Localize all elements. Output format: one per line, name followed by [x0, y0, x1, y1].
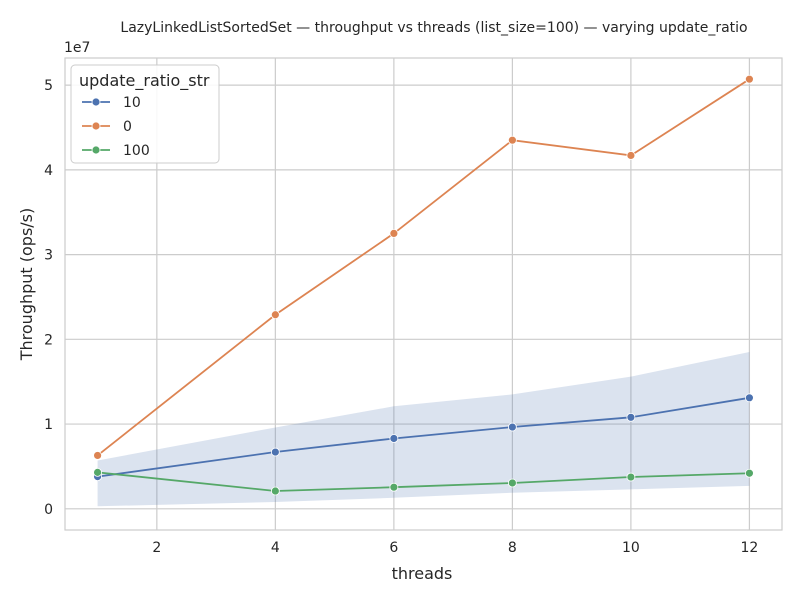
legend-label-100: 100: [123, 143, 150, 159]
line-series-100: [97, 471, 750, 492]
line-series-0: [97, 78, 750, 457]
point-series-100: [626, 472, 636, 482]
y-tick-label: 3: [44, 248, 53, 264]
confidence-band-series-10: [97, 352, 750, 507]
x-axis-label: threads: [392, 564, 453, 583]
legend-marker-100: [91, 145, 101, 155]
point-series-0: [507, 135, 517, 145]
y-axis-label: Throughput (ops/s): [17, 208, 36, 362]
x-tick-label: 4: [271, 540, 280, 556]
legend-title: update_ratio_str: [79, 71, 210, 91]
point-series-100: [93, 467, 102, 477]
point-series-0: [389, 229, 399, 238]
legend-label-10: 10: [123, 95, 141, 111]
point-series-0: [93, 451, 102, 460]
y-tick-label: 0: [44, 502, 53, 518]
point-series-100: [389, 482, 399, 492]
y-tick-label: 4: [44, 163, 53, 179]
point-series-10: [389, 434, 399, 443]
chart-title: LazyLinkedListSortedSet — throughput vs …: [120, 20, 747, 36]
line-series-10: [97, 396, 750, 478]
x-tick-label: 6: [389, 540, 398, 556]
y-tick-label: 2: [44, 332, 53, 348]
point-series-10: [270, 447, 280, 457]
y-tick-labels: 0 1 2 3 4 5: [44, 78, 53, 518]
point-series-10: [507, 422, 517, 432]
point-series-10: [745, 393, 754, 403]
legend-marker-10: [91, 97, 101, 107]
point-series-100: [745, 468, 754, 478]
point-series-0: [626, 151, 636, 160]
confidence-bands: [97, 352, 750, 507]
x-tick-label: 8: [508, 540, 517, 556]
point-series-100: [507, 478, 517, 488]
point-series-10: [626, 412, 636, 422]
point-series-0: [745, 74, 754, 84]
y-offset-label: 1e7: [64, 40, 90, 56]
legend-frame: [70, 64, 220, 164]
point-series-0: [270, 310, 280, 320]
series-points: [93, 74, 754, 496]
x-tick-labels: 2 4 6 8 10 12: [152, 540, 758, 556]
legend-label-0: 0: [123, 119, 132, 135]
x-tick-label: 2: [152, 540, 161, 556]
x-tick-label: 12: [740, 540, 758, 556]
legend-marker-0: [91, 121, 101, 131]
point-series-100: [270, 486, 280, 496]
x-tick-label: 10: [622, 540, 640, 556]
y-tick-label: 1: [44, 417, 53, 433]
y-tick-label: 5: [44, 78, 53, 94]
series-lines: [97, 78, 750, 492]
